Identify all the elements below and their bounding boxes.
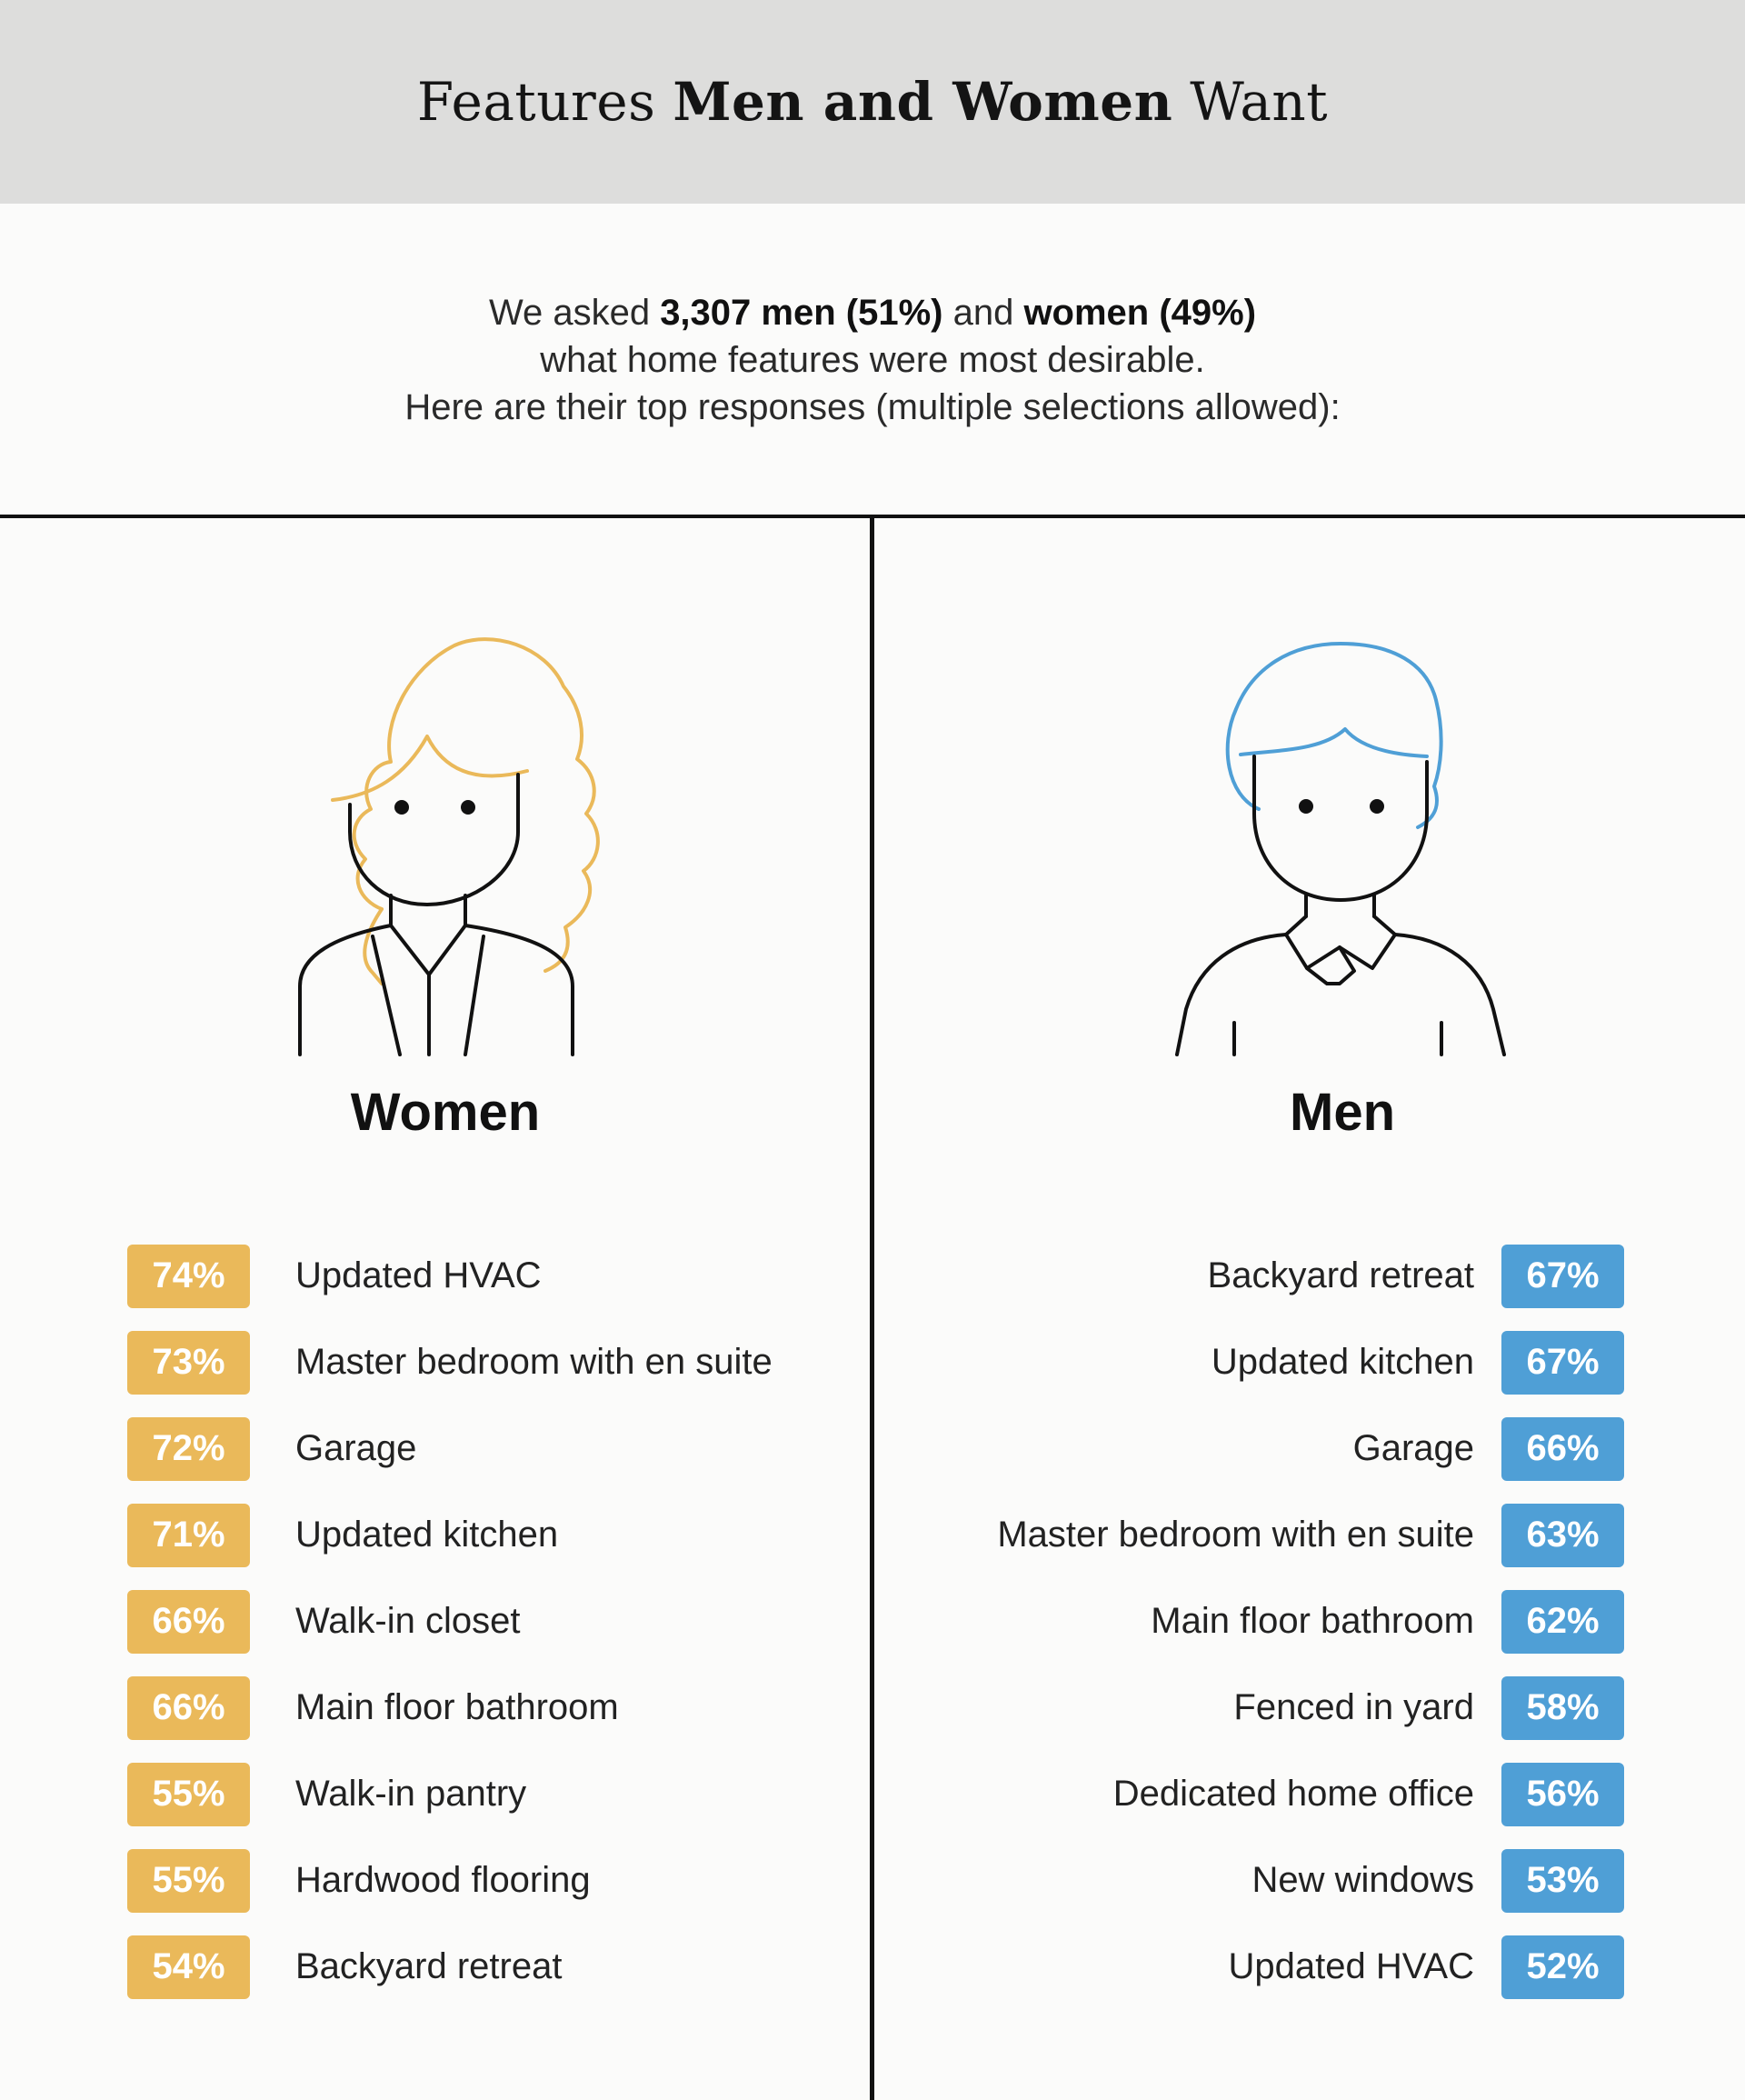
men-feature-row: Garage 66% [909, 1405, 1624, 1492]
women-feature-row: 55% Hardwood flooring [127, 1837, 836, 1924]
women-feature-label: Hardwood flooring [295, 1860, 591, 1900]
men-percent-badge: 66% [1501, 1416, 1624, 1481]
intro-line-2: what home features were most desirable. [540, 340, 1205, 380]
women-feature-label: Backyard retreat [295, 1946, 563, 1986]
men-column-title: Men [1290, 1083, 1395, 1142]
men-feature-row: New windows 53% [909, 1837, 1624, 1924]
men-percent-badge: 56% [1501, 1762, 1624, 1826]
intro-line-1: We asked 3,307 men (51%) and women (49%) [488, 293, 1257, 333]
men-feature-list: Backyard retreat 67% Updated kitchen 67% Gar… [909, 1233, 1624, 2010]
men-feature-row: Updated HVAC 52% [909, 1924, 1624, 2010]
men-percent-badge: 52% [1501, 1935, 1624, 1999]
women-feature-list: 74% Updated HVAC 73% Master bedroom with en… [127, 1233, 836, 2010]
men-feature-label: Dedicated home office [1112, 1774, 1474, 1814]
women-feature-label: Master bedroom with en suite [295, 1342, 773, 1382]
women-feature-label: Updated kitchen [295, 1515, 559, 1555]
men-feature-label: Master bedroom with en suite [997, 1515, 1474, 1555]
men-feature-label: Garage [1352, 1428, 1474, 1468]
women-feature-row: 66% Main floor bathroom [127, 1665, 836, 1751]
women-percent-badge: 71% [127, 1503, 250, 1567]
men-percent-badge: 58% [1501, 1675, 1624, 1740]
men-feature-label: Fenced in yard [1233, 1687, 1474, 1727]
vertical-divider [870, 515, 874, 2100]
man-avatar-icon [1175, 642, 1506, 1056]
women-feature-row: 74% Updated HVAC [127, 1233, 836, 1319]
men-percent-badge: 53% [1501, 1848, 1624, 1913]
header-banner: Features Men and Women Want [0, 0, 1745, 204]
title-part-2: Want [1172, 71, 1329, 133]
men-feature-label: Main floor bathroom [1151, 1601, 1474, 1641]
women-feature-row: 66% Walk-in closet [127, 1578, 836, 1665]
men-feature-row: Updated kitchen 67% [909, 1319, 1624, 1405]
woman-avatar-icon [298, 637, 600, 1056]
intro-text: We asked 3,307 men (51%) and women (49%)… [0, 289, 1745, 431]
men-feature-label: Updated HVAC [1228, 1946, 1474, 1986]
women-column-title: Women [350, 1083, 541, 1142]
title-bold: Men and Women [673, 71, 1173, 133]
men-percent-badge: 63% [1501, 1503, 1624, 1567]
women-percent-badge: 72% [127, 1416, 250, 1481]
women-feature-row: 73% Master bedroom with en suite [127, 1319, 836, 1405]
men-percent-badge: 67% [1501, 1244, 1624, 1308]
men-feature-row: Dedicated home office 56% [909, 1751, 1624, 1837]
men-feature-row: Master bedroom with en suite 63% [909, 1492, 1624, 1578]
women-feature-label: Walk-in pantry [295, 1774, 527, 1814]
women-feature-row: 54% Backyard retreat [127, 1924, 836, 2010]
men-feature-label: New windows [1251, 1860, 1474, 1900]
page-title: Features Men and Women Want [417, 71, 1328, 133]
women-feature-label: Walk-in closet [295, 1601, 521, 1641]
women-percent-badge: 55% [127, 1848, 250, 1913]
women-feature-label: Main floor bathroom [295, 1687, 619, 1727]
women-feature-label: Garage [295, 1428, 417, 1468]
intro-line-3: Here are their top responses (multiple s… [404, 387, 1341, 427]
women-percent-badge: 74% [127, 1244, 250, 1308]
women-percent-badge: 66% [127, 1675, 250, 1740]
title-part-1: Features [416, 71, 673, 133]
men-percent-badge: 67% [1501, 1330, 1624, 1395]
women-feature-row: 71% Updated kitchen [127, 1492, 836, 1578]
women-percent-badge: 54% [127, 1935, 250, 1999]
men-percent-badge: 62% [1501, 1589, 1624, 1654]
women-percent-badge: 66% [127, 1589, 250, 1654]
men-feature-label: Updated kitchen [1211, 1342, 1474, 1382]
men-feature-row: Main floor bathroom 62% [909, 1578, 1624, 1665]
men-feature-label: Backyard retreat [1207, 1255, 1474, 1295]
women-feature-label: Updated HVAC [295, 1255, 542, 1295]
women-percent-badge: 73% [127, 1330, 250, 1395]
men-feature-row: Backyard retreat 67% [909, 1233, 1624, 1319]
women-percent-badge: 55% [127, 1762, 250, 1826]
women-feature-row: 55% Walk-in pantry [127, 1751, 836, 1837]
women-feature-row: 72% Garage [127, 1405, 836, 1492]
men-feature-row: Fenced in yard 58% [909, 1665, 1624, 1751]
